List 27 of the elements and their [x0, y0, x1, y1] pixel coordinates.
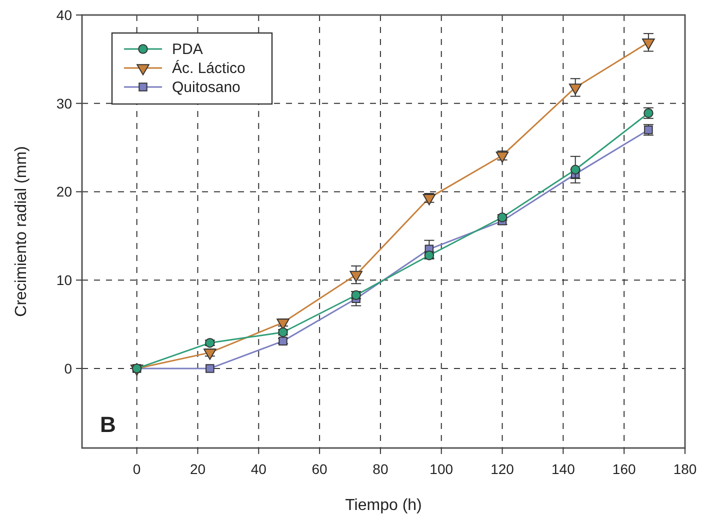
x-tick-label: 160 [612, 461, 636, 477]
x-tick-label: 40 [250, 461, 267, 477]
legend-label: Quitosano [172, 79, 240, 96]
x-tick-label: 140 [552, 461, 576, 477]
legend-label: Ác. Láctico [172, 59, 246, 77]
y-tick-label: 10 [56, 272, 72, 288]
y-tick-label: 40 [56, 7, 72, 23]
point [568, 84, 582, 95]
point [278, 327, 288, 338]
point [206, 364, 214, 373]
x-tick-label: 0 [132, 461, 141, 477]
point [496, 152, 509, 163]
legend-label: PDA [172, 41, 203, 58]
x-tick-label: 100 [430, 461, 454, 477]
x-tick-label: 120 [490, 461, 514, 477]
point [642, 38, 655, 50]
point [422, 194, 436, 206]
y-axis-title: Crecimiento radial (mm) [13, 146, 30, 317]
annotation: B [100, 412, 116, 437]
y-tick-label: 30 [56, 95, 72, 112]
x-tick-label: 20 [190, 461, 206, 477]
x-axis-title: Tiempo (h) [345, 497, 422, 514]
y-tick-label: 20 [56, 184, 72, 200]
x-tick-label: 80 [372, 461, 388, 477]
x-tick-label: 60 [312, 461, 328, 477]
x-tick-label: 180 [673, 461, 697, 477]
y-tick-label: 0 [64, 360, 72, 376]
